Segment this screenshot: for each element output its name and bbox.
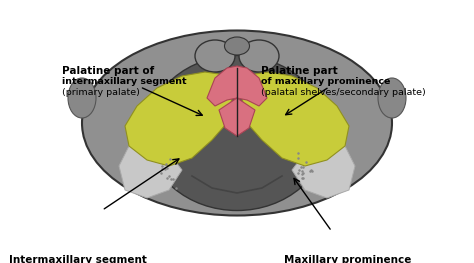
- Ellipse shape: [239, 40, 279, 72]
- Polygon shape: [119, 138, 182, 198]
- Text: intermaxillary segment: intermaxillary segment: [62, 77, 186, 86]
- Text: of maxillary prominence: of maxillary prominence: [261, 77, 390, 86]
- Polygon shape: [219, 98, 255, 136]
- Polygon shape: [207, 66, 267, 106]
- Text: (primary palate): (primary palate): [62, 88, 139, 97]
- Polygon shape: [242, 72, 349, 166]
- Text: Intermaxillary segment: Intermaxillary segment: [9, 255, 147, 263]
- Ellipse shape: [378, 78, 406, 118]
- Text: Palatine part of: Palatine part of: [62, 66, 154, 76]
- Text: Palatine part: Palatine part: [261, 66, 337, 76]
- Text: Maxillary prominence: Maxillary prominence: [284, 255, 412, 263]
- Ellipse shape: [147, 55, 327, 210]
- Ellipse shape: [225, 37, 249, 55]
- Polygon shape: [292, 138, 355, 198]
- Polygon shape: [125, 72, 232, 166]
- Ellipse shape: [82, 31, 392, 215]
- Text: (palatal shelves/secondary palate): (palatal shelves/secondary palate): [261, 88, 426, 97]
- Ellipse shape: [195, 40, 235, 72]
- Ellipse shape: [68, 78, 96, 118]
